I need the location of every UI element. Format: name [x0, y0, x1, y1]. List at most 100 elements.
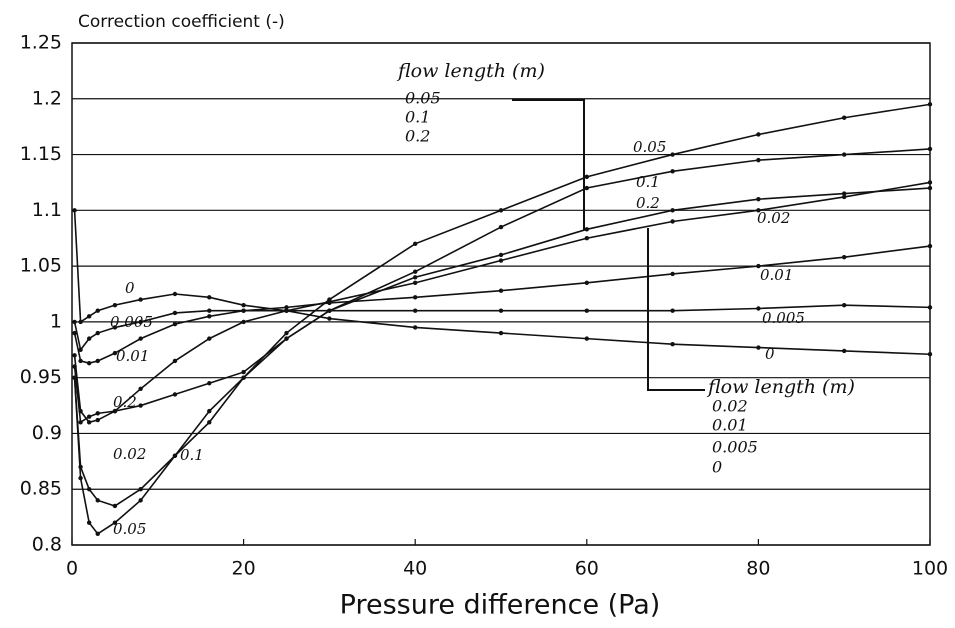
legend-title: flow length (m) — [706, 376, 855, 398]
data-point — [327, 308, 332, 313]
y-tick-label: 0.95 — [20, 366, 62, 388]
data-point — [498, 330, 504, 336]
plot-frame — [71, 42, 931, 546]
y-tick-label: 1 — [50, 310, 62, 332]
data-point — [756, 157, 761, 163]
legend-item: 0.05 — [405, 89, 441, 108]
data-point — [842, 194, 847, 200]
data-point — [78, 358, 83, 364]
data-point — [95, 308, 100, 313]
chart-title: Correction coefficient (-) — [78, 12, 285, 32]
series-label: 0.005 — [110, 313, 153, 331]
data-point — [842, 302, 847, 308]
data-point — [95, 411, 100, 416]
data-point — [670, 219, 675, 224]
data-point — [112, 408, 118, 414]
data-point — [207, 314, 212, 319]
data-point — [172, 291, 178, 297]
series-label: 0.2 — [113, 393, 137, 411]
y-tick-label: 0.8 — [32, 534, 62, 556]
series-label: 0.01 — [116, 347, 149, 365]
data-point — [584, 185, 589, 191]
data-point — [72, 319, 77, 325]
data-point — [78, 464, 83, 470]
series-label: 0.05 — [113, 520, 146, 538]
legend-connector — [512, 99, 585, 230]
data-point — [927, 352, 933, 357]
data-point — [95, 531, 100, 537]
data-point — [842, 348, 847, 354]
legend-title: flow length (m) — [396, 60, 545, 82]
data-point — [138, 336, 143, 341]
data-point — [670, 342, 675, 347]
data-point — [112, 503, 118, 509]
data-point — [284, 305, 289, 310]
data-point — [413, 280, 418, 286]
series-line — [73, 148, 931, 507]
data-point — [138, 403, 143, 408]
data-point — [78, 475, 83, 481]
x-tick-label: 20 — [232, 558, 256, 580]
data-point — [756, 208, 761, 213]
series-label: 0.1 — [636, 173, 660, 191]
data-point — [842, 115, 847, 120]
y-tick-label: 0.9 — [32, 422, 62, 444]
data-point — [95, 330, 100, 336]
data-point — [207, 381, 212, 386]
series-label: 0.02 — [113, 445, 146, 463]
data-point — [498, 224, 504, 230]
data-point — [86, 487, 92, 492]
data-point — [413, 295, 418, 300]
data-point — [927, 305, 933, 310]
data-point — [927, 180, 933, 185]
series-label: 0.05 — [633, 138, 666, 156]
data-point — [670, 208, 675, 213]
data-point — [207, 295, 212, 300]
data-point — [207, 336, 212, 341]
data-point — [207, 408, 212, 414]
x-tick-label: 40 — [403, 558, 427, 580]
data-point — [413, 275, 418, 280]
legend-item: 0.005 — [712, 438, 758, 457]
legend-connector — [647, 228, 705, 391]
data-point — [756, 196, 761, 202]
data-point — [241, 369, 246, 375]
data-point — [138, 319, 143, 325]
series-line — [73, 245, 931, 364]
legend-item: 0.02 — [712, 397, 748, 416]
data-point — [927, 146, 933, 152]
data-point — [78, 347, 83, 352]
data-point — [86, 420, 92, 425]
legend-item: 0.1 — [405, 108, 430, 127]
data-point — [413, 308, 418, 313]
series-label: 0.01 — [760, 266, 793, 284]
data-point — [284, 336, 289, 341]
y-tick-label: 0.85 — [20, 478, 62, 500]
data-point — [112, 350, 118, 356]
data-point — [842, 191, 847, 196]
data-point — [756, 263, 761, 269]
data-point — [927, 185, 933, 191]
y-tick-label: 1.1 — [32, 199, 62, 221]
data-point — [138, 297, 143, 302]
data-point — [498, 252, 504, 258]
data-point — [756, 345, 761, 350]
x-tick-label: 0 — [66, 558, 78, 580]
data-point — [207, 308, 212, 313]
data-point — [284, 308, 289, 313]
data-point — [413, 269, 418, 274]
data-point — [756, 306, 761, 311]
data-point — [86, 314, 92, 319]
data-point — [670, 152, 675, 157]
data-point — [670, 271, 675, 277]
data-point — [584, 227, 589, 232]
data-point — [584, 174, 589, 180]
data-point — [498, 288, 504, 293]
data-point — [138, 386, 143, 392]
data-point — [86, 336, 92, 341]
y-tick-label: 1.15 — [20, 143, 62, 165]
data-point — [241, 375, 246, 380]
series-label: 0.2 — [636, 194, 660, 212]
data-point — [498, 258, 504, 263]
data-point — [284, 330, 289, 336]
